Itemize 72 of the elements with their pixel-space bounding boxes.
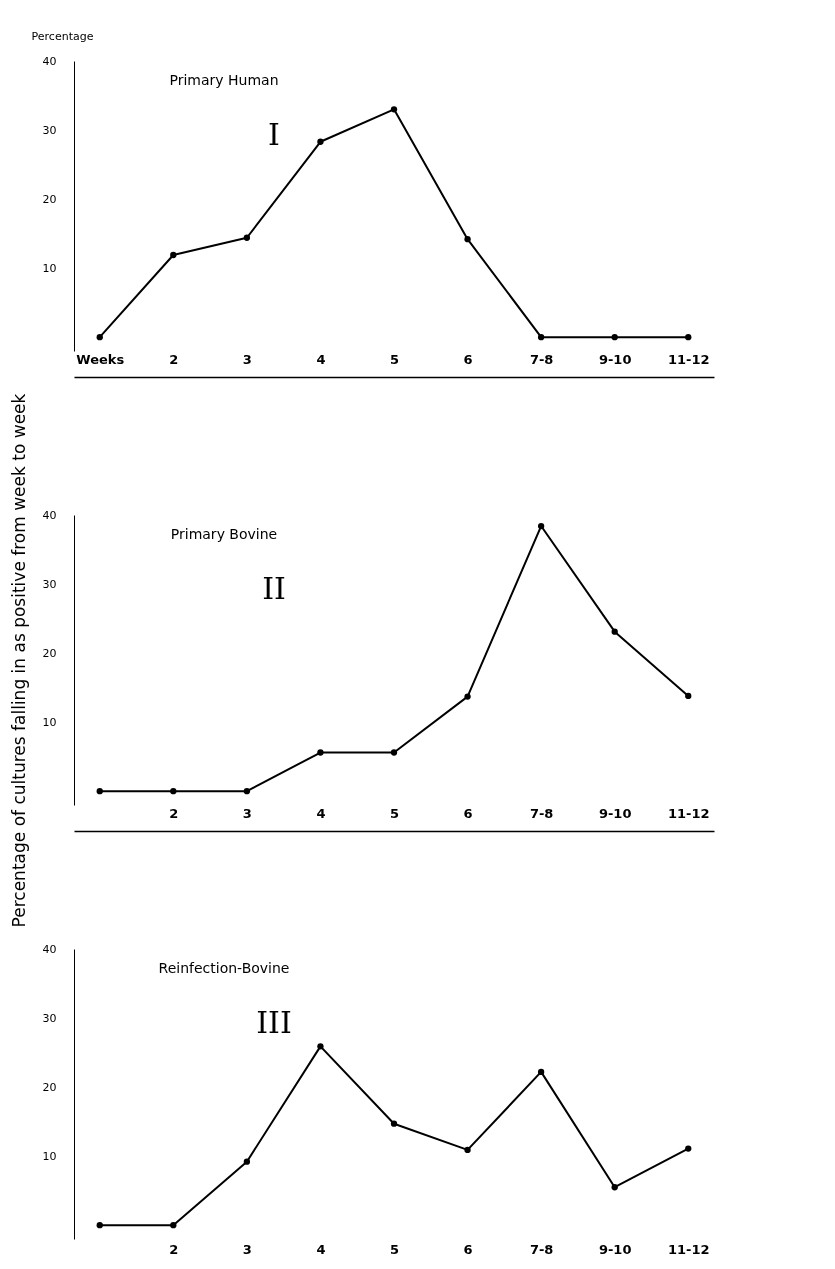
point (464, 693, 471, 700)
y-tick-label: 20 (42, 646, 57, 660)
y-tick-label: 30 (42, 1011, 57, 1025)
y-tick-label: 20 (42, 192, 57, 206)
y-axis-title: Percentage (31, 29, 94, 43)
y-tick-label: 40 (42, 508, 57, 522)
point (464, 235, 471, 243)
point (685, 1145, 692, 1152)
point (243, 788, 251, 795)
point (243, 1158, 251, 1165)
point (96, 1222, 103, 1229)
x-tick-label: 6 (463, 351, 473, 367)
x-tick-label: 4 (316, 805, 326, 821)
y-tick-label: 10 (42, 261, 57, 275)
x-tick-label: 4 (316, 1241, 326, 1257)
annotation: Reinfection-Bovine (158, 960, 290, 976)
point (537, 522, 545, 530)
x-tick-label: 2 (169, 1241, 179, 1257)
x-tick-label: 4 (316, 351, 326, 367)
point (611, 1184, 618, 1191)
annotation: II (262, 571, 286, 606)
x-tick-label: 2 (169, 805, 179, 821)
x-tick-label: 7-8 (529, 1241, 554, 1257)
y-tick-label: 20 (42, 1080, 57, 1094)
x-tick-label: 11-12 (667, 1241, 710, 1257)
annotation: Primary Bovine (170, 526, 278, 542)
point (464, 1146, 471, 1154)
x-tick-label: 6 (463, 1241, 473, 1257)
x-tick-label: 5 (389, 1241, 400, 1257)
x-tick-label: 2 (169, 351, 179, 367)
point (317, 1043, 324, 1050)
point (390, 1120, 398, 1127)
y-tick-label: 40 (42, 942, 57, 956)
y-tick-label: 10 (42, 1149, 57, 1163)
point (317, 749, 324, 756)
y-tick-label: 10 (42, 715, 57, 729)
y-tick-label: 30 (42, 577, 57, 591)
x-tick-label: 9-10 (598, 1241, 632, 1257)
point (170, 788, 177, 795)
point (537, 1068, 545, 1076)
x-tick-label: 11-12 (667, 351, 710, 367)
x-tick-label: 3 (242, 1241, 252, 1257)
x-tick-label: 9-10 (598, 805, 632, 821)
x-tick-label: 7-8 (529, 351, 554, 367)
point (685, 692, 692, 700)
annotation: I (268, 117, 280, 152)
y-axis-title: Percentage of cultures falling in as positive from week to week (8, 393, 29, 928)
point (390, 749, 398, 756)
point (685, 334, 692, 341)
point (243, 234, 251, 241)
x-tick-label: 5 (389, 805, 400, 821)
x-tick-label: Weeks (76, 351, 125, 367)
x-tick-label: 7-8 (529, 805, 554, 821)
x-tick-label: 3 (242, 805, 252, 821)
point (96, 788, 103, 795)
y-tick-label: 30 (42, 123, 57, 137)
x-tick-label: 6 (463, 805, 473, 821)
point (317, 138, 324, 145)
x-tick-label: 11-12 (667, 805, 710, 821)
x-tick-label: 9-10 (598, 351, 632, 367)
annotation: Primary Human (169, 72, 279, 88)
point (537, 334, 545, 341)
point (390, 106, 398, 113)
point (170, 1222, 177, 1229)
y-tick-label: 40 (42, 54, 57, 68)
point (611, 334, 618, 341)
x-tick-label: 3 (242, 351, 252, 367)
point (96, 334, 103, 341)
point (611, 628, 618, 635)
x-tick-label: 5 (389, 351, 400, 367)
annotation: III (256, 1005, 292, 1040)
point (170, 251, 177, 259)
